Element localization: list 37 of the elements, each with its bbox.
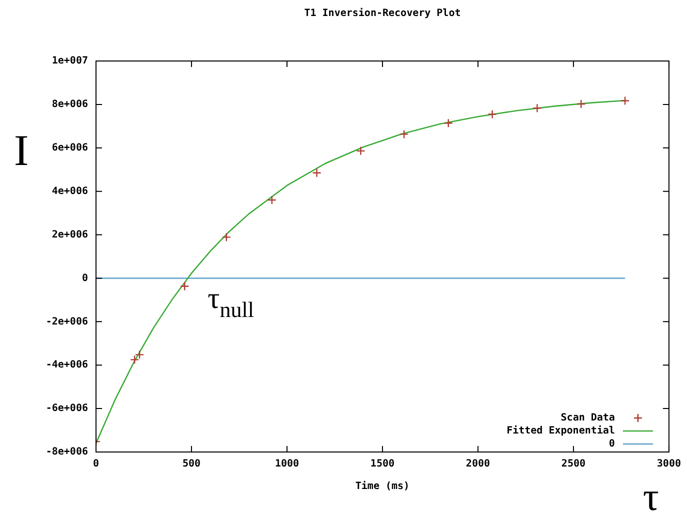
x-tick-label: 2000 [466, 458, 490, 470]
text: τ [642, 474, 660, 516]
point [134, 350, 144, 360]
x-tick-label: 3000 [656, 458, 682, 470]
point [620, 96, 630, 106]
x-tick-label: 500 [182, 458, 201, 470]
point [180, 282, 190, 291]
point [222, 232, 232, 242]
y-tick-label: 0 [82, 272, 88, 284]
y-tick-label: -8e+006 [46, 446, 88, 458]
y-axis-title: I [14, 126, 29, 175]
legend-label: Scan Data [560, 412, 615, 424]
point [356, 146, 366, 156]
y-tick-label: -2e+006 [46, 316, 88, 328]
y-tick-label: 2e+006 [52, 229, 88, 240]
y-tick-label: 4e+006 [52, 186, 88, 197]
point [312, 168, 322, 178]
x-tick-label: 1000 [274, 458, 300, 470]
chart-title: T1 Inversion-Recovery Plot [304, 7, 461, 19]
x-tick-label: 1500 [370, 458, 395, 470]
point [532, 104, 542, 113]
y-tick-label: 8e+006 [52, 99, 88, 110]
x-tick-label: 2500 [561, 458, 586, 470]
y-tick-label: -6e+006 [46, 403, 88, 414]
y-tick-label: -4e+006 [46, 360, 88, 371]
x-tick-label: 0 [92, 458, 100, 470]
point [576, 99, 586, 109]
point [488, 110, 497, 119]
point [399, 130, 409, 139]
point [444, 118, 453, 128]
point [130, 355, 140, 364]
y-tick-label: 1e+007 [52, 56, 88, 67]
y-tick-label: 6e+006 [52, 142, 88, 154]
x-axis-title: Time (ms) [355, 480, 410, 492]
legend-label: 0 [608, 438, 615, 450]
legend-label: Fitted Exponential [506, 424, 615, 437]
point [267, 195, 276, 205]
